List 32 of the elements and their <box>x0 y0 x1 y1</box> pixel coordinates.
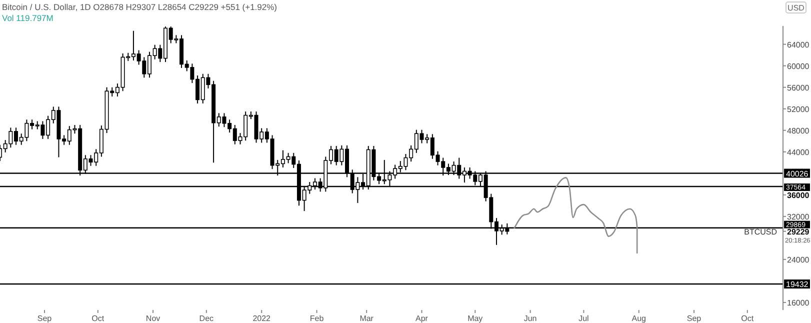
y-tick-label: 29229 <box>787 227 810 236</box>
x-tick-label: 2022 <box>252 314 272 323</box>
y-tick-label: 44000 <box>787 148 810 157</box>
x-tick-label: Oct <box>92 314 105 323</box>
text: Vol 119.797M <box>2 13 54 23</box>
y-tick-label: 16000 <box>787 298 810 308</box>
y-tick-label: 36000 <box>787 190 810 200</box>
x-tick-label: Aug <box>632 314 646 323</box>
chart-title: Bitcoin / U.S. Dollar, 1D O28678 H29307 L28654 C29229 +551 (+1.92%) <box>2 2 278 12</box>
x-tick-label: Jul <box>578 314 590 323</box>
y-tick-label: 52000 <box>787 104 810 114</box>
y-axis-title: USD <box>788 4 805 12</box>
y-tick-label: 32000 <box>787 212 810 222</box>
x-tick-label: May <box>468 314 483 323</box>
x-tick-label: Feb <box>310 314 324 323</box>
x-tick-label: Sep <box>37 314 52 323</box>
x-tick-label: Mar <box>360 314 374 323</box>
x-tick-label: Jun <box>524 314 537 323</box>
x-tick-label: Apr <box>416 314 428 323</box>
annotation: BTCUSD <box>744 227 778 236</box>
y-tick-label: 48000 <box>787 126 810 136</box>
y-tick-label: 64000 <box>787 40 810 50</box>
ref-line-label: 40026 <box>786 169 809 178</box>
x-tick-label: Oct <box>741 314 754 323</box>
x-tick-label: Dec <box>199 314 214 323</box>
y-tick-label: 56000 <box>787 83 810 92</box>
y-tick-label: 24000 <box>787 255 810 264</box>
x-tick-label: Nov <box>146 314 160 323</box>
line-series <box>514 177 638 254</box>
y-tick-label: 60000 <box>787 62 810 71</box>
ref-line-label: 19432 <box>786 280 809 290</box>
x-tick-label: Sep <box>686 314 702 323</box>
